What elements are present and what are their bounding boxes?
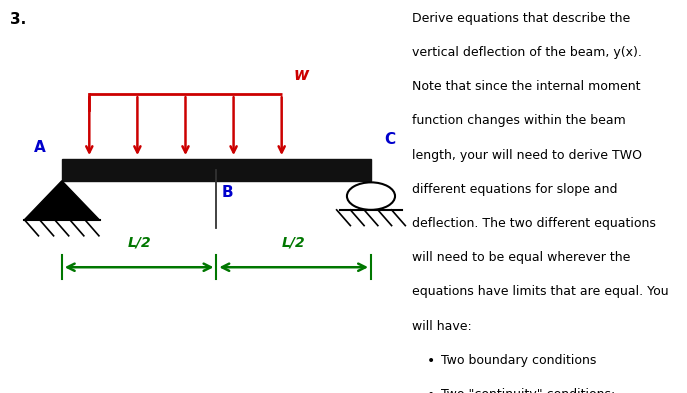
Text: w: w (294, 66, 309, 84)
Text: Two boundary conditions: Two boundary conditions (441, 354, 596, 367)
Text: A: A (34, 140, 46, 155)
Text: deflection. The two different equations: deflection. The two different equations (412, 217, 656, 230)
Text: different equations for slope and: different equations for slope and (412, 183, 618, 196)
Text: L/2: L/2 (127, 235, 151, 250)
Text: Two "continuity" conditions:: Two "continuity" conditions: (441, 388, 616, 393)
Text: 3.: 3. (10, 12, 27, 27)
Text: length, your will need to derive TWO: length, your will need to derive TWO (412, 149, 642, 162)
Text: •: • (427, 354, 436, 368)
Text: Derive equations that describe the: Derive equations that describe the (412, 12, 631, 25)
Text: equations have limits that are equal. You: equations have limits that are equal. Yo… (412, 285, 669, 298)
Text: vertical deflection of the beam, y(x).: vertical deflection of the beam, y(x). (412, 46, 642, 59)
Text: will need to be equal wherever the: will need to be equal wherever the (412, 251, 631, 264)
Text: will have:: will have: (412, 320, 472, 332)
Text: B: B (222, 185, 234, 200)
Text: Note that since the internal moment: Note that since the internal moment (412, 80, 641, 93)
Text: L/2: L/2 (282, 235, 306, 250)
Polygon shape (62, 159, 371, 181)
Text: C: C (385, 132, 396, 147)
Text: function changes within the beam: function changes within the beam (412, 114, 626, 127)
Polygon shape (24, 181, 100, 220)
Text: •: • (427, 388, 436, 393)
